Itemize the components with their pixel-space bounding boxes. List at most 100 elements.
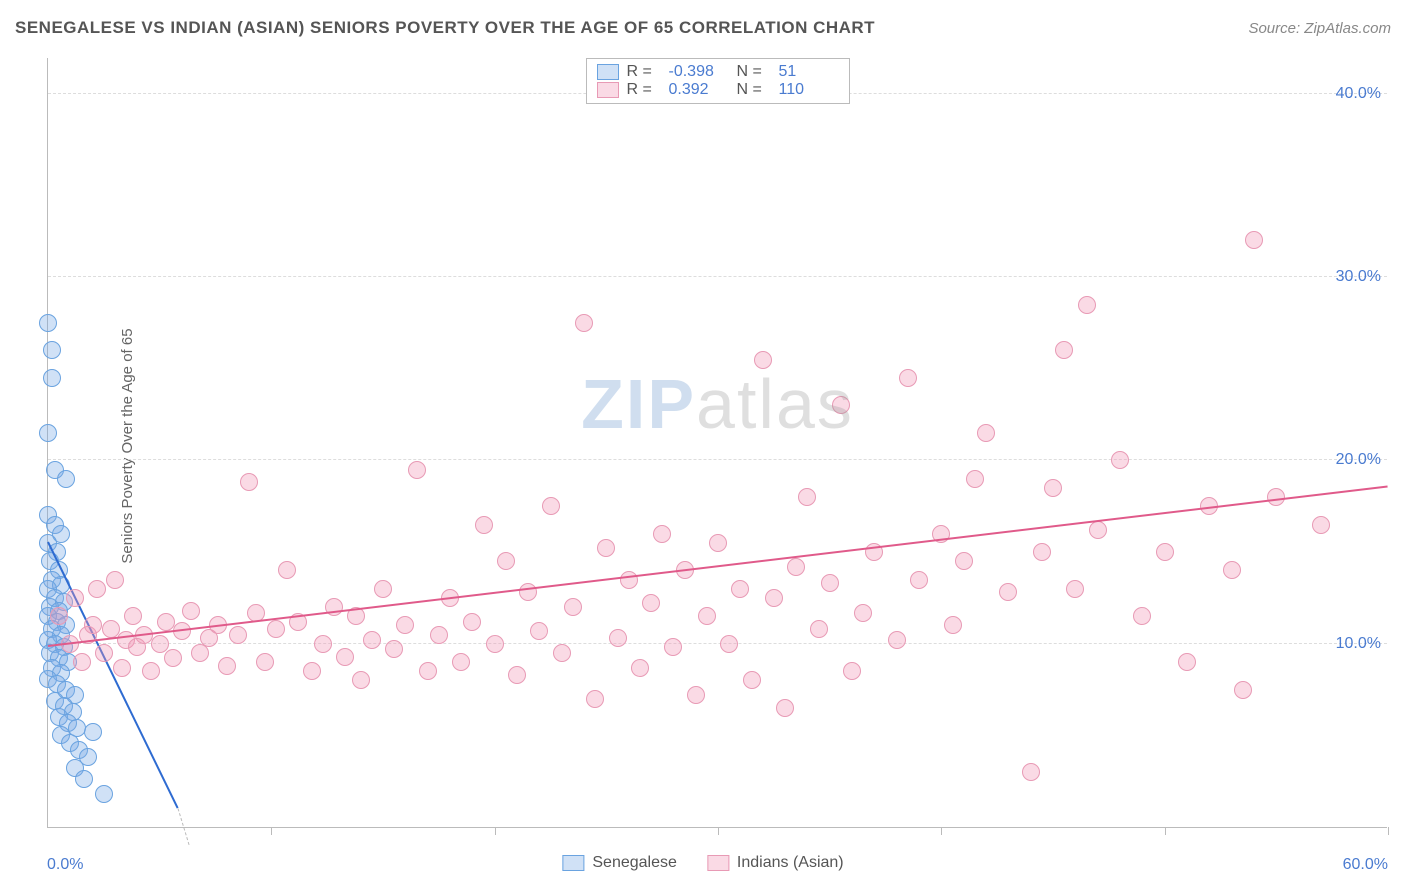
data-point <box>95 785 113 803</box>
data-point <box>1033 543 1051 561</box>
data-point <box>43 369 61 387</box>
data-point <box>50 607 68 625</box>
x-tick <box>941 827 942 835</box>
data-point <box>888 631 906 649</box>
data-point <box>102 620 120 638</box>
legend-swatch <box>597 64 619 80</box>
legend-series-item: Senegalese <box>562 854 677 872</box>
data-point <box>164 649 182 667</box>
data-point <box>709 534 727 552</box>
legend-correlation: R =-0.398N =51R =0.392N =110 <box>586 58 850 104</box>
data-point <box>821 574 839 592</box>
data-point <box>1156 543 1174 561</box>
data-point <box>854 604 872 622</box>
legend-series-label: Indians (Asian) <box>737 854 844 872</box>
data-point <box>586 690 604 708</box>
x-tick <box>1165 827 1166 835</box>
y-tick-label: 20.0% <box>1336 451 1381 469</box>
data-point <box>955 552 973 570</box>
data-point <box>1234 681 1252 699</box>
data-point <box>731 580 749 598</box>
data-point <box>542 497 560 515</box>
data-point <box>73 653 91 671</box>
data-point <box>1178 653 1196 671</box>
watermark-atlas: atlas <box>696 365 854 443</box>
source-label: Source: ZipAtlas.com <box>1248 20 1391 37</box>
legend-series-label: Senegalese <box>592 854 677 872</box>
data-point <box>66 589 84 607</box>
data-point <box>720 635 738 653</box>
data-point <box>999 583 1017 601</box>
data-point <box>43 341 61 359</box>
data-point <box>363 631 381 649</box>
legend-r-label: R = <box>627 81 661 99</box>
data-point <box>553 644 571 662</box>
data-point <box>664 638 682 656</box>
watermark-zip: ZIP <box>581 365 696 443</box>
data-point <box>39 424 57 442</box>
data-point <box>182 602 200 620</box>
data-point <box>1133 607 1151 625</box>
data-point <box>798 488 816 506</box>
data-point <box>475 516 493 534</box>
data-point <box>267 620 285 638</box>
x-axis-min-label: 0.0% <box>47 856 83 874</box>
scatter-plot-area: ZIPatlas R =-0.398N =51R =0.392N =110 10… <box>47 58 1387 828</box>
gridline-horizontal <box>48 643 1387 644</box>
data-point <box>256 653 274 671</box>
data-point <box>597 539 615 557</box>
data-point <box>151 635 169 653</box>
legend-swatch <box>562 855 584 871</box>
y-tick-label: 30.0% <box>1336 268 1381 286</box>
data-point <box>84 616 102 634</box>
data-point <box>698 607 716 625</box>
data-point <box>1055 341 1073 359</box>
data-point <box>1223 561 1241 579</box>
legend-series-item: Indians (Asian) <box>707 854 844 872</box>
data-point <box>1044 479 1062 497</box>
legend-n-label: N = <box>737 63 771 81</box>
legend-swatch <box>707 855 729 871</box>
chart-title: SENEGALESE VS INDIAN (ASIAN) SENIORS POV… <box>15 18 875 38</box>
legend-r-label: R = <box>627 63 661 81</box>
data-point <box>218 657 236 675</box>
data-point <box>75 770 93 788</box>
data-point <box>430 626 448 644</box>
data-point <box>966 470 984 488</box>
data-point <box>508 666 526 684</box>
data-point <box>374 580 392 598</box>
data-point <box>910 571 928 589</box>
data-point <box>1089 521 1107 539</box>
data-point <box>352 671 370 689</box>
data-point <box>810 620 828 638</box>
data-point <box>452 653 470 671</box>
x-tick <box>718 827 719 835</box>
data-point <box>653 525 671 543</box>
data-point <box>687 686 705 704</box>
data-point <box>88 580 106 598</box>
data-point <box>765 589 783 607</box>
data-point <box>396 616 414 634</box>
data-point <box>84 723 102 741</box>
data-point <box>1312 516 1330 534</box>
data-point <box>776 699 794 717</box>
data-point <box>530 622 548 640</box>
x-axis-max-label: 60.0% <box>1343 856 1388 874</box>
data-point <box>843 662 861 680</box>
x-tick <box>271 827 272 835</box>
data-point <box>57 470 75 488</box>
data-point <box>609 629 627 647</box>
data-point <box>106 571 124 589</box>
data-point <box>631 659 649 677</box>
data-point <box>336 648 354 666</box>
legend-n-label: N = <box>737 81 771 99</box>
data-point <box>743 671 761 689</box>
data-point <box>408 461 426 479</box>
watermark: ZIPatlas <box>581 364 854 444</box>
legend-swatch <box>597 82 619 98</box>
legend-r-value: -0.398 <box>669 63 729 81</box>
trend-line-extrapolation <box>177 808 189 845</box>
legend-correlation-row: R =0.392N =110 <box>597 81 839 99</box>
legend-r-value: 0.392 <box>669 81 729 99</box>
data-point <box>1078 296 1096 314</box>
